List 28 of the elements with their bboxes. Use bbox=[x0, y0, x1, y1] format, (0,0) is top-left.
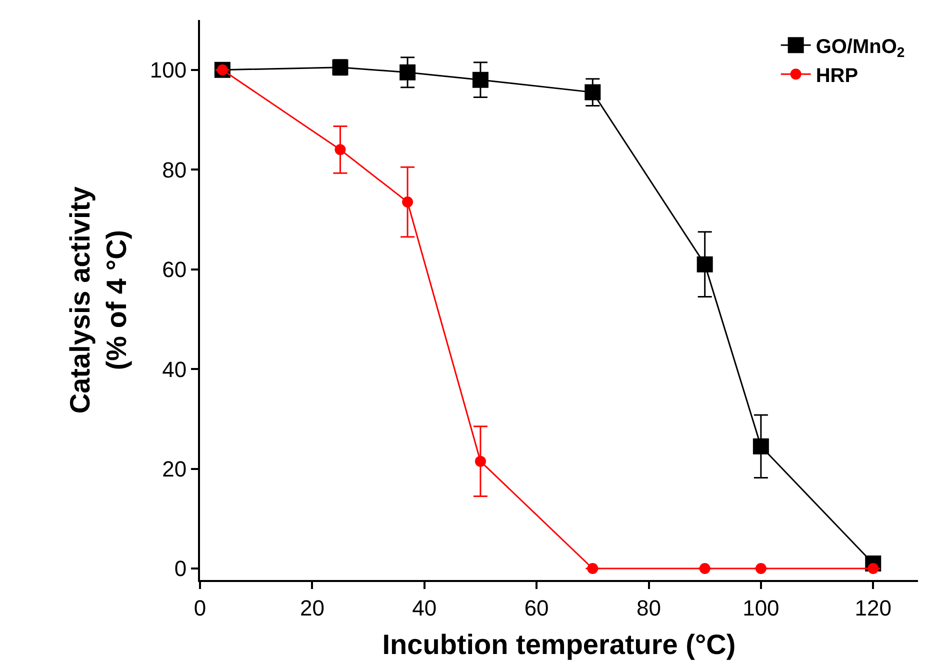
y-axis-title: Catalysis activity (% of 4 °C) bbox=[64, 186, 132, 414]
x-tick-label: 0 bbox=[194, 595, 206, 620]
x-tick-label: 120 bbox=[854, 595, 892, 620]
point bbox=[472, 72, 488, 88]
x-tick-label: 80 bbox=[636, 595, 661, 620]
x-tick-label: 100 bbox=[742, 595, 780, 620]
point bbox=[587, 563, 598, 574]
x-tick-label: 20 bbox=[300, 595, 324, 620]
point bbox=[755, 563, 766, 574]
point bbox=[400, 64, 416, 80]
x-axis-title: Incubtion temperature (°C) bbox=[382, 629, 736, 660]
y-tick-label: 0 bbox=[174, 556, 187, 582]
point bbox=[752, 438, 769, 454]
y-tick-label: 80 bbox=[162, 157, 187, 182]
point bbox=[402, 196, 414, 208]
y-tick-label: 60 bbox=[162, 257, 187, 282]
point bbox=[584, 84, 601, 100]
y-tick-label: 100 bbox=[150, 58, 187, 83]
x-tick-label: 60 bbox=[524, 595, 549, 620]
legend-label: HRP bbox=[816, 64, 858, 87]
y-tick-label: 40 bbox=[162, 356, 187, 382]
legend-label: GO/MnO$_{2}$ bbox=[816, 36, 905, 60]
y-tick-label: 20 bbox=[162, 456, 187, 482]
point bbox=[699, 563, 710, 574]
point bbox=[474, 456, 486, 467]
x-tick-label: 40 bbox=[412, 595, 437, 620]
point bbox=[334, 144, 346, 156]
point bbox=[696, 256, 713, 272]
